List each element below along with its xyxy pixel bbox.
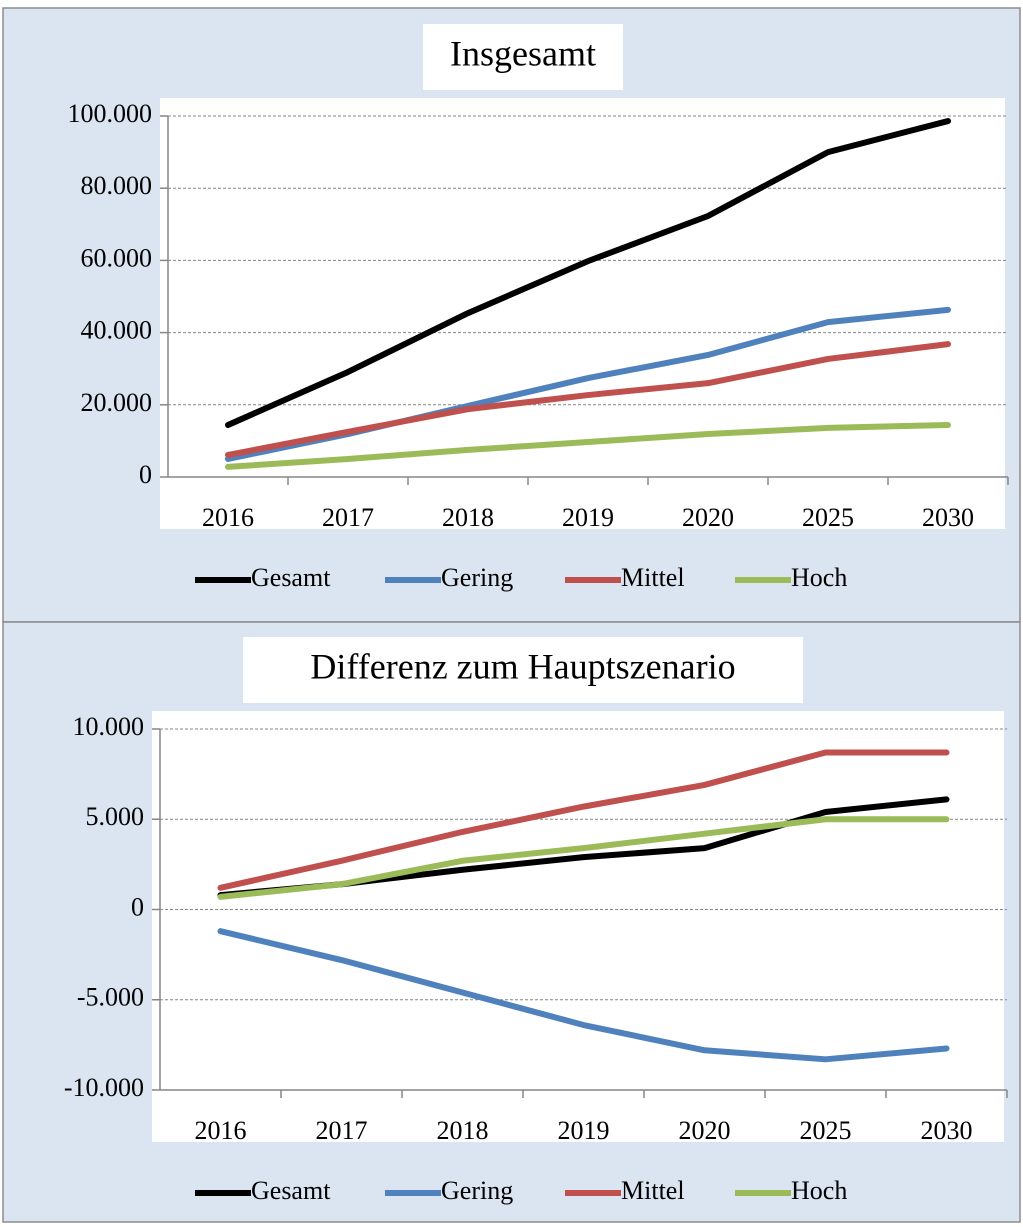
y-tick-label: 40.000 [81, 316, 153, 345]
y-tick-label: 100.000 [68, 99, 153, 128]
y-tick-label: -5.000 [77, 983, 144, 1012]
line-series [225, 118, 951, 429]
plot-area [160, 98, 1005, 529]
title-box [243, 637, 803, 703]
x-tick-label: 2017 [316, 1116, 368, 1145]
x-tick-label: 2016 [195, 1116, 247, 1145]
legend-label: Mittel [621, 563, 685, 592]
line-series [217, 816, 950, 900]
x-tick-label: 2030 [922, 503, 974, 532]
y-tick-label: 0 [131, 892, 144, 921]
y-tick-label: 80.000 [81, 171, 153, 200]
y-tick-label: 10.000 [73, 712, 145, 741]
legend-label: Hoch [791, 1176, 847, 1205]
x-tick-label: 2020 [682, 503, 734, 532]
legend-label: Gering [441, 1176, 513, 1205]
legend-label: Mittel [621, 1176, 685, 1205]
x-tick-label: 2019 [558, 1116, 610, 1145]
x-tick-label: 2030 [921, 1116, 973, 1145]
line-series [225, 422, 951, 470]
title-box [423, 24, 623, 90]
chart-title: Insgesamt [450, 33, 596, 73]
line-series [225, 341, 951, 458]
y-tick-label: 0 [139, 460, 152, 489]
y-tick-label: 20.000 [81, 388, 153, 417]
x-tick-label: 2020 [679, 1116, 731, 1145]
x-tick-label: 2017 [322, 503, 374, 532]
legend-label: Gesamt [251, 1176, 331, 1205]
plot-area [152, 711, 1004, 1142]
line-series [217, 749, 950, 891]
x-tick-label: 2018 [442, 503, 494, 532]
x-tick-label: 2016 [202, 503, 254, 532]
line-series [217, 928, 950, 1063]
legend-label: Gesamt [251, 563, 331, 592]
legend-label: Gering [441, 563, 513, 592]
chart-title: Differenz zum Hauptszenario [310, 646, 735, 686]
x-tick-label: 2019 [562, 503, 614, 532]
y-tick-label: 60.000 [81, 243, 153, 272]
x-tick-label: 2025 [800, 1116, 852, 1145]
legend-label: Hoch [791, 563, 847, 592]
y-tick-label: 5.000 [86, 802, 145, 831]
x-tick-label: 2018 [437, 1116, 489, 1145]
x-tick-label: 2025 [802, 503, 854, 532]
y-tick-label: -10.000 [64, 1073, 144, 1102]
